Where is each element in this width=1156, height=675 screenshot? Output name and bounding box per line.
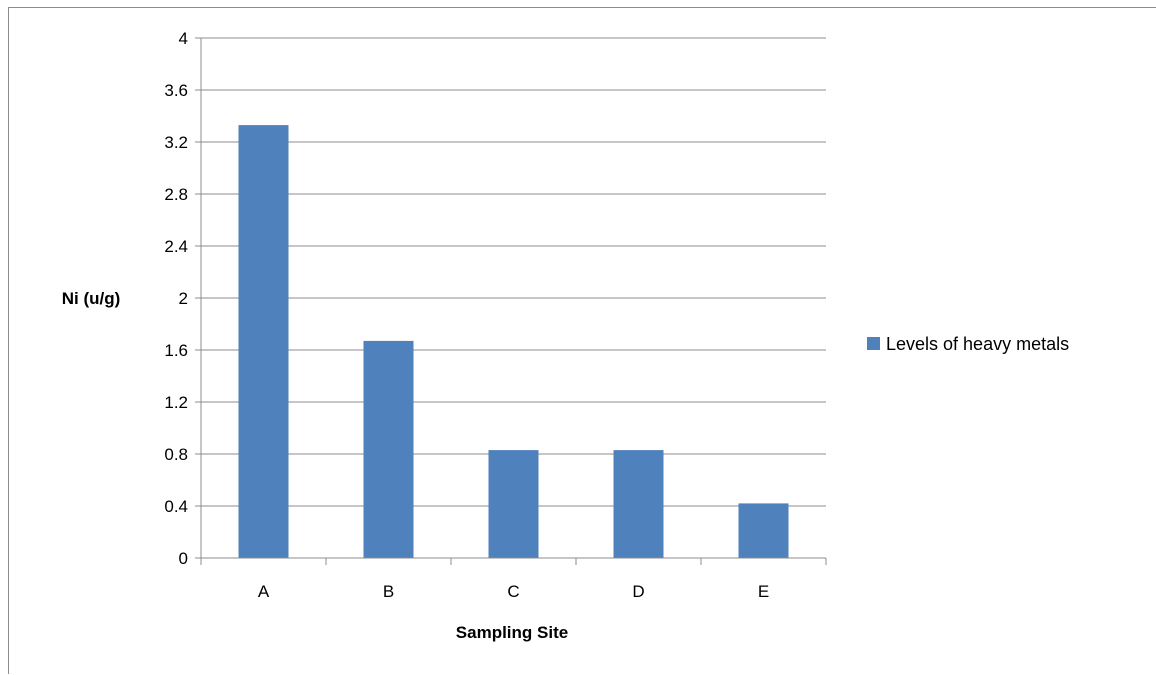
gridlines [201,37,826,507]
bar-d [613,450,664,558]
x-tick-label: C [507,582,519,601]
y-tick-label: 3.6 [164,81,188,100]
y-tick-label: 4 [179,29,188,48]
legend: Levels of heavy metals [867,334,1069,354]
x-tick-label: E [758,582,769,601]
y-tick-label: 2 [179,289,188,308]
bar-a [238,125,289,558]
y-tick-label: 2.4 [164,237,188,256]
legend-swatch [867,337,880,350]
bar-c [488,450,539,558]
y-tick-label: 0 [179,549,188,568]
bar-e [738,503,789,558]
x-tick-labels: A B C D E [258,582,769,601]
y-tick-label: 2.8 [164,185,188,204]
y-tick-label: 0.8 [164,445,188,464]
x-tick-label: A [258,582,270,601]
y-tick-label: 1.2 [164,393,188,412]
y-tick-label: 1.6 [164,341,188,360]
y-tick-label: 3.2 [164,133,188,152]
y-tick-labels: 0 0.4 0.8 1.2 1.6 2 2.4 2.8 3.2 3.6 4 [164,29,188,568]
legend-label: Levels of heavy metals [886,334,1069,354]
chart-frame [8,7,1156,674]
axes [195,37,827,565]
x-tick-label: D [632,582,644,601]
bar-b [363,340,414,558]
x-tick-label: B [383,582,394,601]
x-axis-title: Sampling Site [456,623,568,642]
y-tick-label: 0.4 [164,497,188,516]
y-axis-title: Ni (u/g) [62,289,121,308]
bars [238,125,789,558]
